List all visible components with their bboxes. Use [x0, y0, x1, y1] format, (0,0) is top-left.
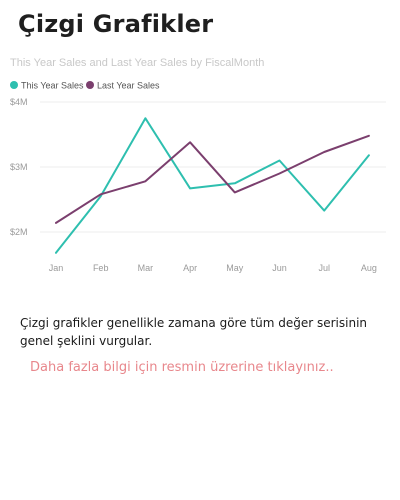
- chart-legend: This Year Sales Last Year Sales: [10, 81, 160, 91]
- y-tick-label-1: $3M: [10, 162, 28, 172]
- data-point-0-3[interactable]: [185, 183, 195, 193]
- series-line-1[interactable]: [55, 134, 370, 224]
- chart-series: [51, 113, 374, 258]
- data-point-1-6[interactable]: [319, 147, 329, 157]
- x-tick-label-7: Aug: [361, 263, 377, 273]
- x-tick-label-2: Mar: [138, 263, 154, 273]
- x-tick-label-4: May: [226, 263, 244, 273]
- x-tick-label-0: Jan: [49, 263, 64, 273]
- description-text: Çizgi grafikler genellikle zamana göre t…: [20, 316, 368, 348]
- x-tick-label-1: Feb: [93, 263, 109, 273]
- data-point-0-7[interactable]: [364, 150, 374, 160]
- data-point-1-7[interactable]: [364, 131, 374, 141]
- data-point-1-3[interactable]: [185, 137, 195, 147]
- data-point-1-0[interactable]: [51, 218, 61, 228]
- series-line-0[interactable]: [55, 117, 370, 254]
- x-tick-label-3: Apr: [183, 263, 197, 273]
- data-point-1-5[interactable]: [275, 169, 285, 179]
- x-axis: Jan Feb Mar Apr May Jun Jul Aug: [49, 263, 377, 273]
- data-point-0-5[interactable]: [275, 156, 285, 166]
- data-point-1-1[interactable]: [96, 189, 106, 199]
- line-chart-svg: This Year Sales and Last Year Sales by F…: [10, 57, 386, 273]
- x-tick-label-5: Jun: [272, 263, 287, 273]
- x-tick-label-6: Jul: [318, 263, 330, 273]
- data-point-0-4[interactable]: [230, 178, 240, 188]
- legend-marker-0: [10, 81, 18, 89]
- data-point-1-2[interactable]: [140, 176, 150, 186]
- legend-label-0: This Year Sales: [21, 81, 84, 91]
- data-point-0-6[interactable]: [319, 206, 329, 216]
- data-point-1-4[interactable]: [230, 187, 240, 197]
- legend-label-1: Last Year Sales: [97, 81, 160, 91]
- more-info-link[interactable]: Daha fazla bilgi için resmin üzrerine tı…: [30, 360, 334, 375]
- chart-title: This Year Sales and Last Year Sales by F…: [10, 57, 264, 69]
- page-title: Çizgi Grafikler: [18, 10, 214, 38]
- y-axis: $2M $3M $4M: [10, 97, 28, 237]
- legend-marker-1: [86, 81, 94, 89]
- line-chart[interactable]: This Year Sales and Last Year Sales by F…: [0, 50, 400, 290]
- data-point-0-0[interactable]: [51, 248, 61, 258]
- y-tick-label-0: $2M: [10, 227, 28, 237]
- y-tick-label-2: $4M: [10, 97, 28, 107]
- data-point-0-2[interactable]: [140, 113, 150, 123]
